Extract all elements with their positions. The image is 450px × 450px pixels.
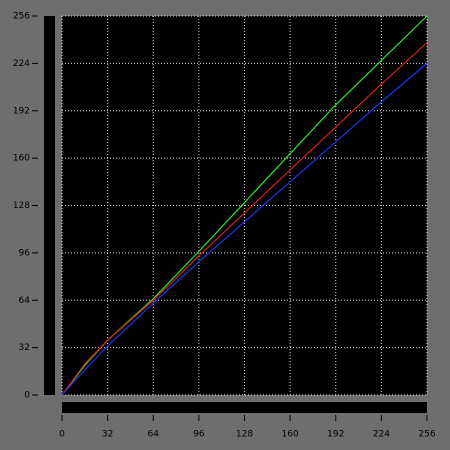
x-tick-label: 192 <box>327 430 344 440</box>
x-tick-label: 32 <box>102 430 113 440</box>
y-tick-label: 64 <box>19 296 31 306</box>
x-tick-label: 64 <box>148 430 160 440</box>
x-gradient-bar <box>62 402 427 413</box>
curve-line <box>61 42 428 396</box>
x-tick-label: 160 <box>282 430 299 440</box>
y-tick-label: 96 <box>19 248 31 258</box>
y-tick-label: 192 <box>13 106 30 116</box>
y-tick-label: 160 <box>13 154 30 164</box>
y-tick-label: 32 <box>19 343 30 353</box>
x-tick-label: 96 <box>193 430 205 440</box>
x-tick-label: 256 <box>418 430 435 440</box>
y-gradient-bar <box>44 16 55 395</box>
x-tick-label: 128 <box>236 430 253 440</box>
x-tick-label: 0 <box>59 430 65 440</box>
curve-line <box>61 62 428 396</box>
y-tick-label: 256 <box>13 12 30 22</box>
x-tick-label: 224 <box>373 430 390 440</box>
y-tick-label: 224 <box>13 59 30 69</box>
y-tick-label: 128 <box>13 201 30 211</box>
y-tick-label: 0 <box>24 391 30 401</box>
